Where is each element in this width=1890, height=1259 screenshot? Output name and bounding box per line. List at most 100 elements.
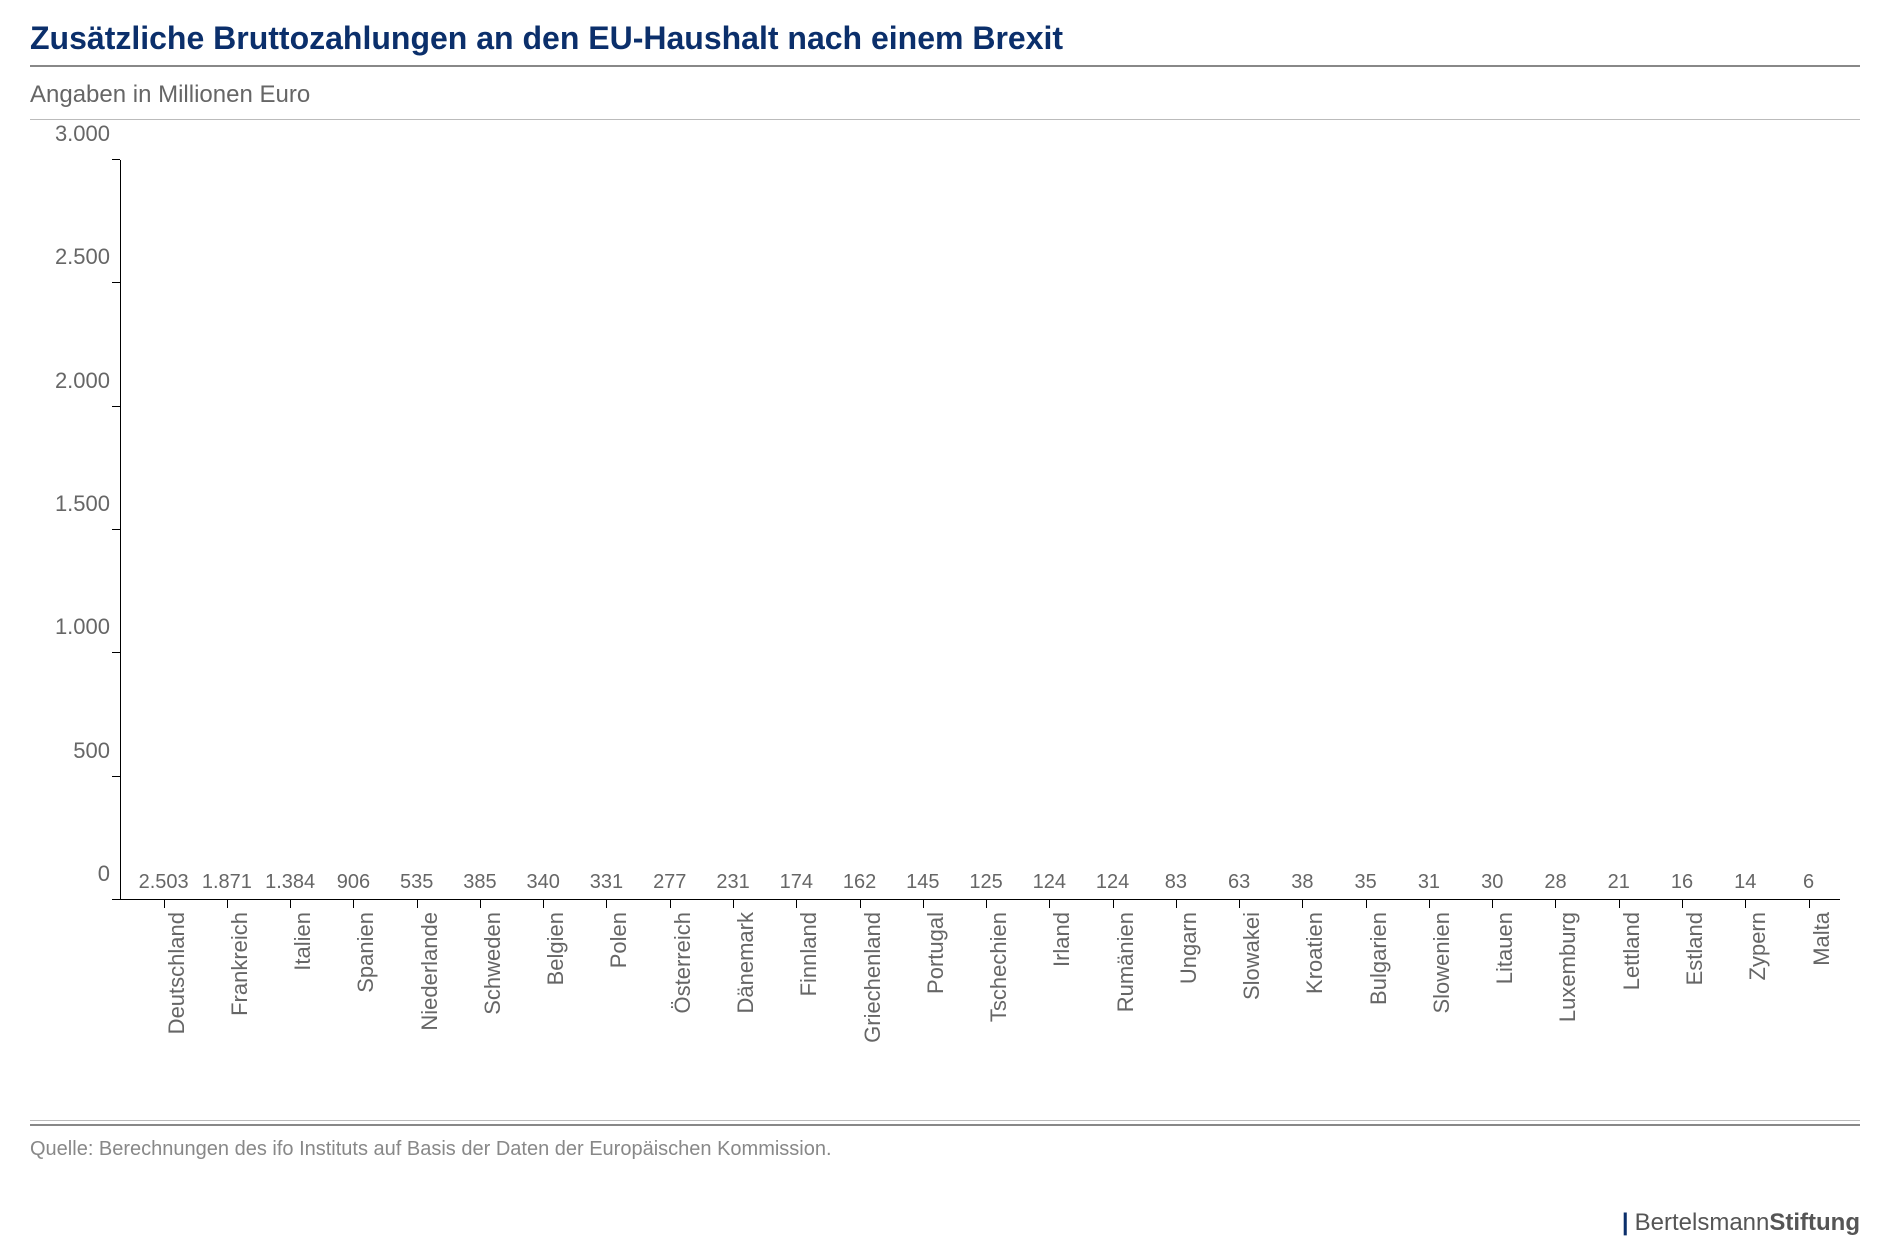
divider-footer-1 [30, 1120, 1860, 1121]
bar-value-label: 331 [590, 871, 623, 894]
bar-slot: 28Luxemburg [1524, 871, 1587, 900]
y-tick-mark [112, 899, 120, 900]
x-tick-mark [1619, 900, 1620, 908]
bar-category-label: Frankreich [227, 912, 253, 1016]
bar-value-label: 16 [1671, 871, 1693, 894]
x-tick-mark [1113, 900, 1114, 908]
y-tick-label: 1.000 [40, 614, 110, 640]
bar-slot: 277Österreich [638, 871, 701, 900]
brand-part2: Stiftung [1769, 1209, 1860, 1236]
y-tick-label: 2.500 [40, 244, 110, 270]
y-tick-mark [112, 406, 120, 407]
bar-category-label: Estland [1682, 912, 1708, 985]
bar-category-label: Slowenien [1429, 912, 1455, 1014]
bar-category-label: Österreich [670, 912, 696, 1013]
bar-category-label: Kroatien [1302, 912, 1328, 994]
bar-value-label: 124 [1033, 871, 1066, 894]
bar-category-label: Lettland [1619, 912, 1645, 990]
y-tick-mark [112, 282, 120, 283]
bar-slot: 31Slowenien [1397, 871, 1460, 900]
bar-value-label: 38 [1291, 871, 1313, 894]
bar-value-label: 906 [337, 871, 370, 894]
divider-sub [30, 119, 1860, 120]
bar-slot: 16Estland [1650, 871, 1713, 900]
y-tick-mark [112, 159, 120, 160]
y-tick-label: 3.000 [40, 121, 110, 147]
bar-value-label: 174 [780, 871, 813, 894]
bar-category-label: Polen [606, 912, 632, 968]
bar-value-label: 1.871 [202, 871, 252, 894]
bar-slot: 124Irland [1018, 871, 1081, 900]
bar-category-label: Irland [1049, 912, 1075, 967]
chart-subtitle: Angaben in Millionen Euro [30, 67, 1860, 119]
bar-slot: 231Dänemark [701, 871, 764, 900]
bar-slot: 162Griechenland [828, 871, 891, 900]
y-tick-label: 2.000 [40, 368, 110, 394]
y-tick-mark [112, 776, 120, 777]
bar-slot: 35Bulgarien [1334, 871, 1397, 900]
x-tick-mark [1745, 900, 1746, 908]
bar-category-label: Rumänien [1113, 912, 1139, 1012]
x-tick-mark [290, 900, 291, 908]
x-tick-mark [670, 900, 671, 908]
bar-slot: 535Niederlande [385, 871, 448, 900]
x-tick-mark [1555, 900, 1556, 908]
bar-value-label: 124 [1096, 871, 1129, 894]
bar-category-label: Schweden [480, 912, 506, 1015]
x-tick-mark [1302, 900, 1303, 908]
bar-category-label: Deutschland [164, 912, 190, 1034]
bar-category-label: Italien [290, 912, 316, 971]
chart-title: Zusätzliche Bruttozahlungen an den EU-Ha… [30, 20, 1860, 65]
bar-value-label: 162 [843, 871, 876, 894]
x-tick-mark [986, 900, 987, 908]
bar-category-label: Malta [1809, 912, 1835, 966]
x-tick-mark [733, 900, 734, 908]
bar-value-label: 28 [1544, 871, 1566, 894]
bar-category-label: Slowakei [1239, 912, 1265, 1000]
bar-value-label: 125 [969, 871, 1002, 894]
x-tick-mark [860, 900, 861, 908]
bar-category-label: Niederlande [417, 912, 443, 1031]
x-tick-mark [1239, 900, 1240, 908]
brand-part1: Bertelsmann [1635, 1209, 1770, 1236]
bar-value-label: 145 [906, 871, 939, 894]
bar-value-label: 231 [716, 871, 749, 894]
bar-value-label: 385 [463, 871, 496, 894]
x-tick-mark [1809, 900, 1810, 908]
bar-value-label: 6 [1803, 871, 1814, 894]
bar-category-label: Luxemburg [1555, 912, 1581, 1022]
brand-separator-icon: | [1622, 1209, 1629, 1236]
bar-category-label: Portugal [923, 912, 949, 994]
bar-value-label: 31 [1418, 871, 1440, 894]
bar-slot: 21Lettland [1587, 871, 1650, 900]
bar-category-label: Litauen [1492, 912, 1518, 984]
bar-slot: 906Spanien [322, 871, 385, 900]
bar-category-label: Spanien [353, 912, 379, 993]
bar-slot: 331Polen [575, 871, 638, 900]
bar-slot: 30Litauen [1461, 871, 1524, 900]
bars-container: 2.503Deutschland1.871Frankreich1.384Ital… [120, 160, 1840, 900]
bar-slot: 2.503Deutschland [132, 871, 195, 900]
x-tick-mark [796, 900, 797, 908]
x-tick-mark [1682, 900, 1683, 908]
y-tick-label: 500 [40, 738, 110, 764]
bar-slot: 63Slowakei [1208, 871, 1271, 900]
bar-slot: 1.871Frankreich [195, 871, 258, 900]
bar-chart: 05001.0001.5002.0002.5003.000 2.503Deuts… [30, 150, 1860, 1110]
bar-slot: 14Zypern [1714, 871, 1777, 900]
plot-area: 05001.0001.5002.0002.5003.000 2.503Deuts… [120, 160, 1840, 900]
x-tick-mark [353, 900, 354, 908]
x-tick-mark [164, 900, 165, 908]
bar-value-label: 2.503 [139, 871, 189, 894]
bar-category-label: Tschechien [986, 912, 1012, 1022]
y-tick-label: 0 [40, 861, 110, 887]
x-tick-mark [1176, 900, 1177, 908]
source-text: Quelle: Berechnungen des ifo Instituts a… [30, 1126, 1860, 1161]
bar-slot: 38Kroatien [1271, 871, 1334, 900]
bar-category-label: Zypern [1745, 912, 1771, 980]
bar-slot: 1.384Italien [259, 871, 322, 900]
bar-slot: 174Finnland [765, 871, 828, 900]
bar-slot: 385Schweden [448, 871, 511, 900]
bar-value-label: 14 [1734, 871, 1756, 894]
bar-value-label: 35 [1355, 871, 1377, 894]
